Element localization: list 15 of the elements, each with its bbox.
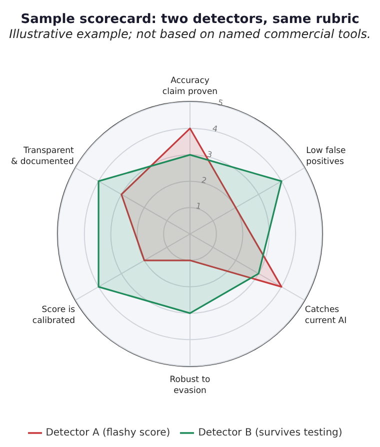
y-tick-label: 4	[212, 124, 218, 134]
spoke-label: Low false positives	[306, 146, 346, 167]
spoke-label: Accuracy claim proven	[162, 76, 218, 97]
y-tick-label: 2	[200, 176, 208, 186]
spoke-label: Transparent & documented	[11, 146, 75, 167]
y-tick-label: 5	[217, 98, 224, 108]
legend-label: Detector A (flashy score)	[46, 428, 170, 439]
y-tick-label: 3	[206, 150, 213, 160]
spoke-label: Score is calibrated	[32, 305, 76, 326]
y-tick-label: 1	[195, 201, 202, 212]
chart-subtitle: Illustrative example; not based on named commercial tools.	[8, 27, 372, 41]
chart-title: Sample scorecard: two detectors, same rubric	[20, 11, 360, 27]
spoke-label: Catches current AI	[304, 305, 347, 326]
legend-label: Detector B (survives testing)	[198, 428, 342, 439]
spoke-label: Robust to evasion	[170, 375, 210, 396]
